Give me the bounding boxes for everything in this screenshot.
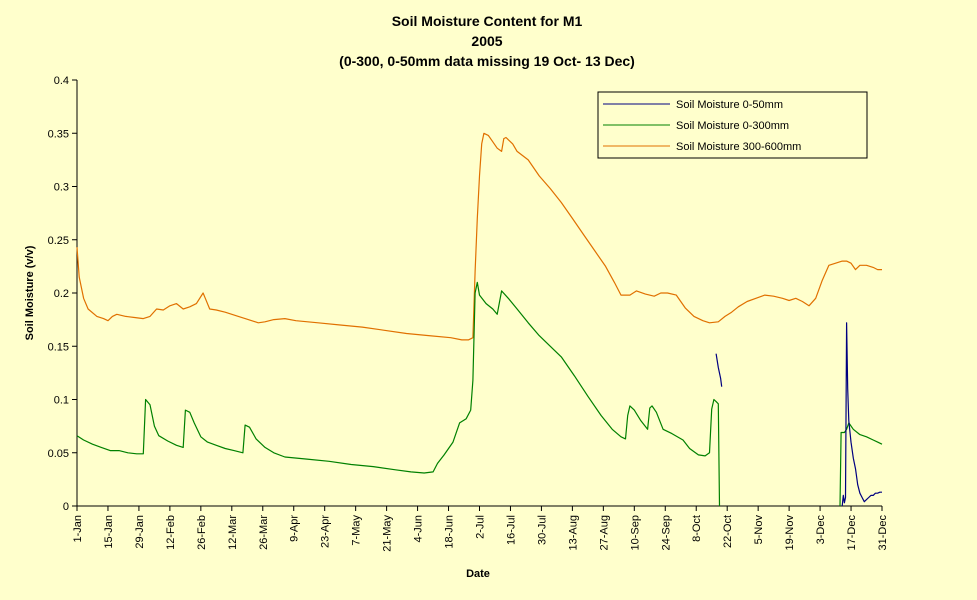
x-tick-label: 24-Sep bbox=[660, 515, 672, 550]
y-tick-label: 0 bbox=[63, 501, 69, 513]
x-tick-label: 26-Feb bbox=[196, 515, 208, 550]
x-tick-label: 17-Dec bbox=[846, 515, 858, 551]
legend-label-300-600mm: Soil Moisture 300-600mm bbox=[676, 141, 801, 153]
x-tick-label: 2-Jul bbox=[475, 515, 487, 539]
x-tick-label: 3-Dec bbox=[815, 515, 827, 545]
x-tick-label: 31-Dec bbox=[877, 515, 889, 551]
chart-subtitle-note: (0-300, 0-50mm data missing 19 Oct- 13 D… bbox=[339, 53, 635, 69]
x-axis-title: Date bbox=[466, 568, 490, 580]
x-tick-label: 5-Nov bbox=[753, 515, 765, 545]
x-tick-label: 22-Oct bbox=[722, 515, 734, 548]
x-tick-label: 29-Jan bbox=[134, 515, 146, 549]
x-tick-label: 10-Sep bbox=[629, 515, 641, 550]
x-tick-label: 27-Aug bbox=[598, 515, 610, 550]
y-tick-label: 0.3 bbox=[54, 182, 69, 194]
x-tick-label: 4-Jun bbox=[413, 515, 425, 543]
chart-subtitle-year: 2005 bbox=[471, 33, 502, 49]
x-tick-label: 12-Mar bbox=[227, 515, 239, 550]
y-tick-label: 0.35 bbox=[48, 128, 69, 140]
series-lines bbox=[76, 132, 883, 507]
series-line-soil-moisture-0-50mm-segment-1 bbox=[715, 353, 723, 387]
x-tick-label: 8-Oct bbox=[691, 515, 703, 542]
series-line-soil-moisture-0-300mm-segment-2 bbox=[839, 422, 883, 507]
y-tick-label: 0.2 bbox=[54, 288, 69, 300]
y-tick-label: 0.05 bbox=[48, 448, 69, 460]
x-tick-label: 18-Jun bbox=[444, 515, 456, 549]
y-tick-label: 0.15 bbox=[48, 341, 69, 353]
y-tick-label: 0.25 bbox=[48, 235, 69, 247]
x-tick-label: 19-Nov bbox=[784, 515, 796, 551]
chart-title: Soil Moisture Content for M1 bbox=[392, 13, 583, 29]
y-ticks: 0 0.05 0.1 0.15 0.2 0.25 0.3 0.35 0.4 bbox=[48, 75, 77, 513]
x-tick-label: 9-Apr bbox=[289, 515, 301, 542]
series-line-soil-moisture-0-300mm-segment-1 bbox=[76, 281, 721, 507]
legend-label-0-50mm: Soil Moisture 0-50mm bbox=[676, 99, 783, 111]
series-line-soil-moisture-300-600mm-segment-1 bbox=[76, 132, 882, 341]
x-tick-label: 13-Aug bbox=[567, 515, 579, 550]
x-tick-label: 21-May bbox=[382, 515, 394, 552]
y-tick-label: 0.1 bbox=[54, 395, 69, 407]
x-tick-label: 26-Mar bbox=[258, 515, 270, 550]
x-tick-label: 23-Apr bbox=[320, 515, 332, 548]
x-tick-label: 1-Jan bbox=[72, 515, 84, 543]
series-line-soil-moisture-0-50mm-segment-2 bbox=[841, 322, 882, 507]
legend-label-0-300mm: Soil Moisture 0-300mm bbox=[676, 120, 789, 132]
x-tick-label: 15-Jan bbox=[103, 515, 115, 549]
x-tick-label: 12-Feb bbox=[165, 515, 177, 550]
y-tick-label: 0.4 bbox=[54, 75, 69, 87]
y-axis-title: Soil Moisture (v/v) bbox=[24, 245, 36, 340]
x-tick-label: 30-Jul bbox=[536, 515, 548, 545]
legend: Soil Moisture 0-50mm Soil Moisture 0-300… bbox=[597, 91, 868, 159]
x-tick-label: 7-May bbox=[351, 515, 363, 546]
x-ticks: 1-Jan 15-Jan 29-Jan 12-Feb 26-Feb 12-Mar 26-Ma… bbox=[72, 506, 889, 552]
x-tick-label: 16-Jul bbox=[505, 515, 517, 545]
